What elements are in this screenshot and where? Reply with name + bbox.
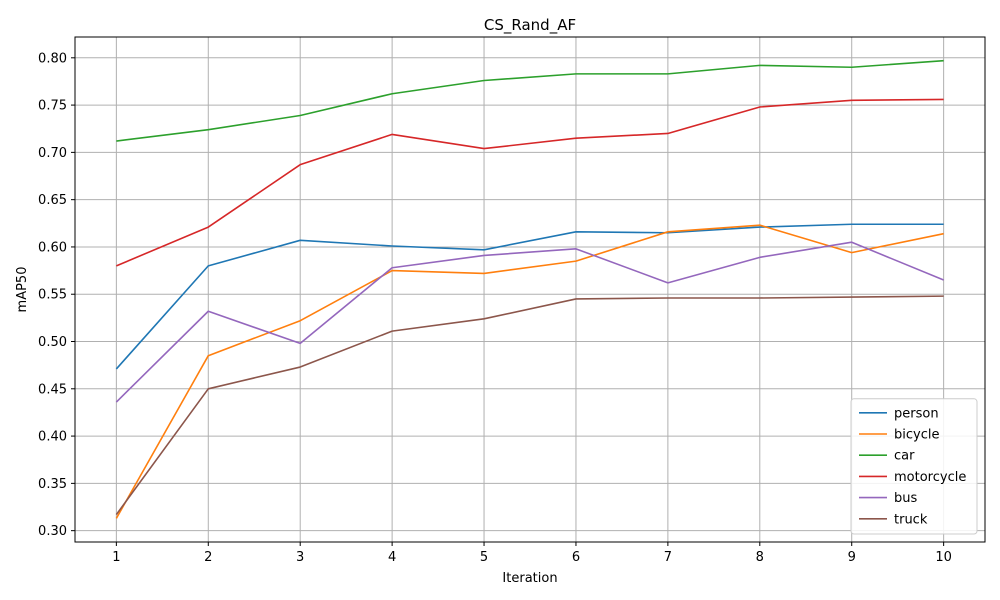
x-tick-label: 1 xyxy=(112,550,120,565)
grid xyxy=(75,37,985,542)
legend-label-person: person xyxy=(894,406,939,421)
x-tick-label: 7 xyxy=(664,550,672,565)
y-tick-label: 0.60 xyxy=(38,240,67,255)
x-axis-label: Iteration xyxy=(502,571,557,586)
x-tick-label: 10 xyxy=(935,550,952,565)
series-layer xyxy=(115,59,944,519)
x-tick-label: 4 xyxy=(388,550,396,565)
y-tick-label: 0.45 xyxy=(38,382,67,397)
y-tick-label: 0.35 xyxy=(38,477,67,492)
x-tick-label: 2 xyxy=(204,550,212,565)
y-tick-label: 0.70 xyxy=(38,146,67,161)
series-line-bus xyxy=(115,241,944,403)
x-tick-label: 9 xyxy=(848,550,856,565)
legend-label-car: car xyxy=(894,449,915,464)
y-tick-label: 0.55 xyxy=(38,288,67,303)
legend-label-truck: truck xyxy=(894,512,928,527)
y-tick-label: 0.80 xyxy=(38,51,67,66)
chart-title: CS_Rand_AF xyxy=(484,16,576,35)
series-line-truck xyxy=(115,295,944,516)
y-tick-label: 0.50 xyxy=(38,335,67,350)
series-line-car xyxy=(116,59,944,142)
series-line-bicycle xyxy=(115,224,944,519)
x-tick-label: 8 xyxy=(756,550,764,565)
y-tick-label: 0.30 xyxy=(38,524,67,539)
y-axis-ticks: 0.30 0.35 0.40 0.45 0.50 0.55 0.60 0.65 0.70 0.75… xyxy=(38,51,75,539)
y-tick-label: 0.75 xyxy=(38,99,67,114)
x-tick-label: 6 xyxy=(572,550,580,565)
y-tick-label: 0.65 xyxy=(38,193,67,208)
legend-box xyxy=(850,398,978,535)
y-tick-label: 0.40 xyxy=(38,430,67,445)
x-tick-label: 5 xyxy=(480,550,488,565)
legend-label-motorcycle: motorcycle xyxy=(894,470,966,485)
legend-label-bicycle: bicycle xyxy=(894,428,939,443)
legend: person bicycle car motorcycle bus truck xyxy=(850,398,978,535)
series-line-motorcycle xyxy=(116,98,944,267)
y-axis-label: mAP50 xyxy=(15,267,30,313)
series-line-person xyxy=(115,223,944,370)
x-axis-ticks: 1 2 3 4 5 6 7 8 9 10 xyxy=(112,542,952,565)
x-tick-label: 3 xyxy=(296,550,304,565)
legend-label-bus: bus xyxy=(894,491,917,506)
plot-frame xyxy=(74,36,986,543)
